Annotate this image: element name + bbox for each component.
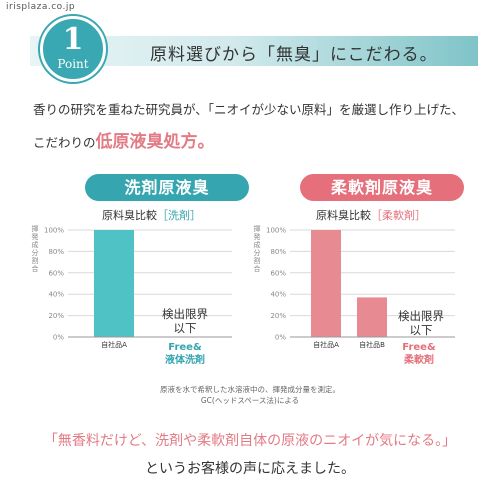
detergent-limit-line-1: 検出限界 [162,307,208,321]
softener-free-line-2: 柔軟剤 [404,355,434,366]
softener-subtitle-accent: ［柔軟剤］ [371,209,426,222]
point-badge: 1 Point [40,16,106,82]
softener-category-a: 自社品A [313,341,339,349]
softener-y-tick: 40% [270,291,286,299]
softener-y-tick: 0% [275,334,286,342]
detergent-chart-subtitle: 原料臭比較［洗剤］ [102,207,201,223]
detergent-chart-title: 洗剤原液臭 [85,174,249,201]
detergent-free-line-2: 液体洗剤 [165,355,205,366]
measurement-note-1: 原液を水で希釈した水溶液中の、揮発成分量を測定。 [160,385,340,394]
intro-prefix: こだわりの [33,135,96,150]
softener-chart-subtitle: 原料臭比較［柔軟剤］ [316,207,426,223]
softener-limit-line-1: 検出限界 [398,309,444,323]
detergent-y-tick: 0% [53,334,64,342]
detergent-subtitle-prefix: 原料臭比較 [102,209,157,222]
detergent-limit-note: 検出限界 以下 [150,307,220,335]
softener-y-tick: 20% [270,312,286,320]
intro-line-1: 香りの研究を重ねた研究員が、「ニオイが少ない原料」を厳選し作り上げた、 [33,102,465,117]
site-url: irisplaza.co.jp [6,2,76,12]
softener-y-tick: 60% [270,269,286,277]
softener-limit-line-2: 以下 [409,323,433,337]
intro-highlight: 低原液臭処方。 [95,132,215,152]
detergent-subtitle-accent: ［洗剤］ [157,209,201,222]
detergent-y-tick: 100% [44,227,64,235]
softener-y-axis-label: 揮発成分割合 [253,225,261,273]
detergent-category-a: 自社品A [101,341,127,349]
customer-quote: 「無香料だけど、洗剤や柔軟剤自体の原液のニオイが気になる。」 [43,433,457,449]
point-title: 原料選びから「無臭」にこだわる。 [150,45,438,65]
detergent-free-line-1: Free& [168,342,202,353]
detergent-y-tick: 80% [48,248,64,256]
softener-y-tick: 100% [266,227,286,235]
softener-chart-title: 柔軟剤原液臭 [300,174,464,201]
intro-line-2: こだわりの低原液臭処方。 [33,127,215,152]
detergent-limit-line-2: 以下 [173,321,197,335]
measurement-note-2: GC(ヘッドスペース法)による [200,396,300,405]
detergent-y-axis-label: 揮発成分割合 [31,225,39,273]
point-word: Point [57,57,89,71]
softener-limit-note: 検出限界 以下 [386,309,456,337]
detergent-y-tick: 40% [48,291,64,299]
softener-free-line-1: Free& [402,342,436,353]
detergent-y-tick: 20% [48,312,64,320]
softener-category-free: Free& 柔軟剤 [384,341,454,367]
softener-bar [357,297,387,337]
closing-line: というお客様の声に応えました。 [145,461,355,477]
point-number: 1 [62,22,84,57]
softener-y-tick: 80% [270,248,286,256]
detergent-bar [94,230,134,337]
detergent-y-tick: 60% [48,269,64,277]
detergent-category-free: Free& 液体洗剤 [150,341,220,367]
softener-bar [311,230,341,337]
softener-category-b: 自社品B [359,341,385,349]
softener-subtitle-prefix: 原料臭比較 [316,209,371,222]
